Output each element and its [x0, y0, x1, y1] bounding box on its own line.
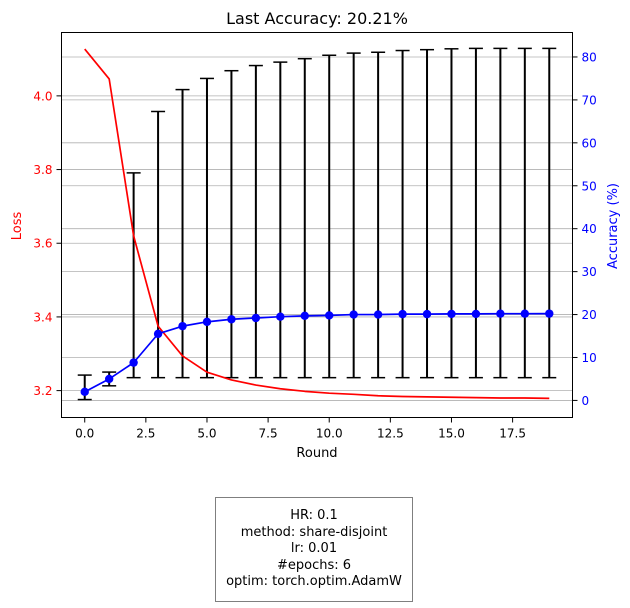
grid — [61, 56, 573, 401]
accuracy-point — [153, 329, 163, 339]
hyperparameter-box: HR: 0.1 method: share-disjoint lr: 0.01 … — [215, 497, 413, 602]
x-tick-label: 5.0 — [197, 427, 216, 441]
x-tick-label: 0.0 — [75, 427, 94, 441]
accuracy-point — [251, 313, 261, 323]
y-right-tick-label: 80 — [582, 50, 597, 64]
x-tick-label: 10.0 — [316, 427, 343, 441]
accuracy-point — [471, 309, 481, 319]
accuracy-point — [300, 311, 309, 321]
chart-title: Last Accuracy: 20.21% — [226, 9, 408, 28]
accuracy-point — [80, 387, 89, 397]
accuracy-point — [129, 358, 138, 367]
accuracy-point — [545, 309, 554, 318]
accuracy-point — [276, 312, 285, 321]
y-right-tick-label: 10 — [582, 351, 597, 365]
y-right-tick-label: 0 — [582, 394, 590, 408]
accuracy-point — [178, 321, 187, 331]
accuracy-point — [398, 309, 407, 319]
x-tick-label: 15.0 — [438, 427, 465, 441]
y-right-tick-label: 40 — [582, 222, 597, 236]
accuracy-point — [325, 311, 334, 320]
x-tick-label: 17.5 — [499, 427, 526, 441]
accuracy-point — [104, 374, 114, 384]
axes: 0.0 2.5 5.0 7.5 10.0 12.5 15.0 17.5 3.2 3.4 3.6 3.8… — [33, 50, 596, 440]
accuracy-point — [496, 309, 505, 318]
y-axis-right-label: Accuracy (%) — [606, 183, 621, 269]
x-tick-label: 2.5 — [136, 427, 155, 441]
y-right-tick-label: 60 — [582, 136, 597, 150]
y-left-tick-label: 4.0 — [33, 89, 52, 103]
info-hr: HR: 0.1 — [290, 508, 338, 524]
loss-line — [84, 48, 550, 400]
accuracy-point — [373, 310, 383, 319]
info-lr: lr: 0.01 — [290, 541, 338, 557]
x-tick-label: 12.5 — [377, 427, 404, 441]
accuracy-point — [227, 315, 236, 324]
y-left-tick-label: 3.2 — [33, 384, 52, 398]
y-right-tick-label: 50 — [582, 179, 597, 193]
y-left-tick-label: 3.8 — [33, 163, 52, 177]
y-right-tick-label: 20 — [582, 308, 597, 322]
info-optim: optim: torch.optim.AdamW — [226, 574, 402, 590]
y-left-tick-label: 3.4 — [33, 310, 52, 324]
accuracy-point — [349, 310, 358, 319]
info-method: method: share-disjoint — [240, 524, 388, 540]
series — [80, 48, 554, 400]
y-right-tick-label: 30 — [582, 265, 597, 279]
accuracy-point — [422, 309, 432, 319]
error-bars — [77, 47, 557, 401]
accuracy-point — [202, 317, 212, 327]
x-axis-label: Round — [296, 446, 337, 461]
y-left-tick-label: 3.6 — [33, 237, 52, 251]
info-epochs: #epochs: 6 — [276, 557, 352, 573]
chart: 0.0 2.5 5.0 7.5 10.0 12.5 15.0 17.5 3.2 3.4 3.6 3.8… — [10, 9, 621, 461]
y-axis-left-label: Loss — [10, 212, 25, 241]
plot-frame — [61, 32, 573, 418]
x-tick-label: 7.5 — [259, 427, 278, 441]
accuracy-point — [520, 309, 530, 318]
y-right-tick-label: 70 — [582, 93, 597, 107]
accuracy-line — [84, 312, 550, 393]
accuracy-point — [447, 309, 456, 319]
